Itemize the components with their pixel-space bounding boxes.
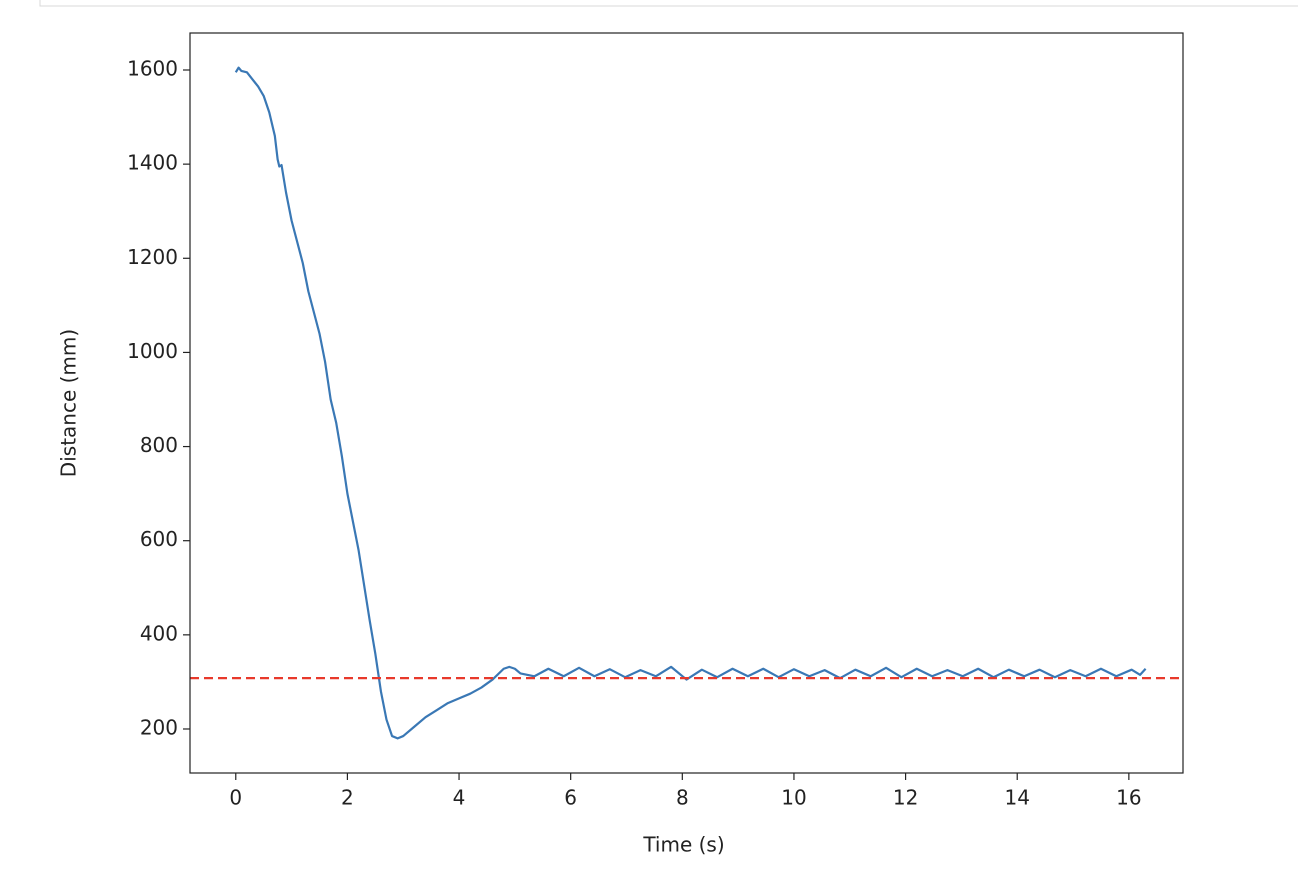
- x-tick-label: 12: [893, 786, 918, 810]
- x-tick-label: 14: [1004, 786, 1029, 810]
- x-tick-label: 4: [453, 786, 466, 810]
- x-tick-label: 2: [341, 786, 354, 810]
- x-axis-label: Time (s): [642, 833, 724, 857]
- x-tick-label: 8: [676, 786, 689, 810]
- data-line: [234, 66, 1147, 740]
- plot-frame: [189, 32, 1184, 774]
- y-tick-label: 800: [140, 433, 178, 457]
- y-tick-label: 1200: [127, 245, 178, 269]
- y-tick-label: 200: [140, 715, 178, 739]
- x-tick-label: 6: [564, 786, 577, 810]
- cell-border: [39, 0, 1298, 7]
- x-tick-label: 10: [781, 786, 806, 810]
- y-tick-label: 1600: [127, 56, 178, 80]
- y-tick-label: 400: [140, 621, 178, 645]
- y-tick-label: 1400: [127, 151, 178, 175]
- y-axis-label: Distance (mm): [57, 329, 81, 477]
- y-tick-label: 600: [140, 527, 178, 551]
- x-tick-label: 0: [229, 786, 242, 810]
- y-tick-label: 1000: [127, 339, 178, 363]
- x-tick-label: 16: [1116, 786, 1141, 810]
